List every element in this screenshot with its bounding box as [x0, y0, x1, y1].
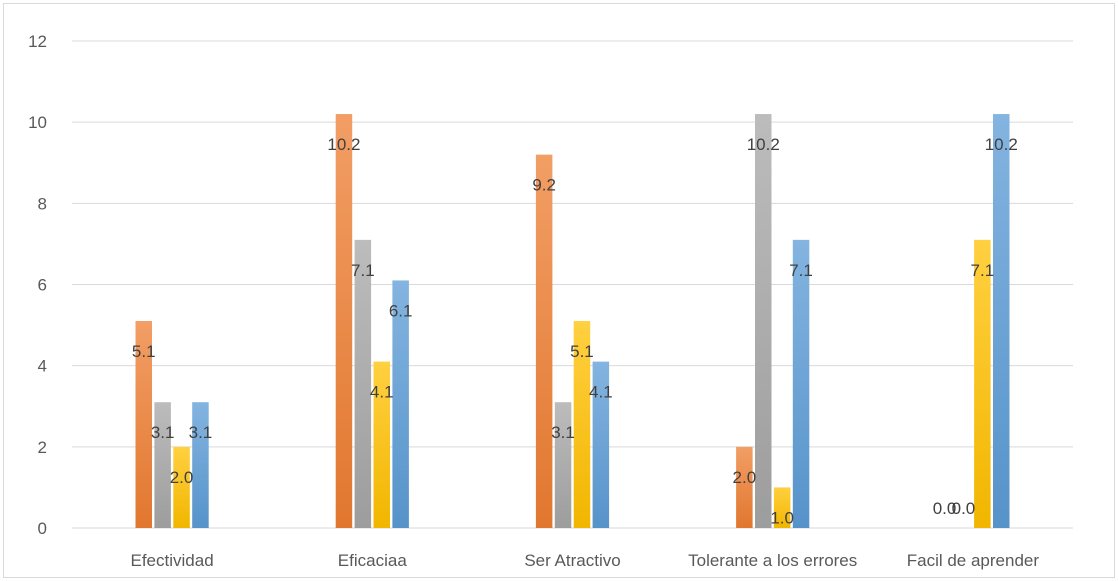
- data-label: 2.0: [170, 468, 194, 487]
- bar: [392, 280, 409, 528]
- x-tick-label: Eficaciaa: [338, 551, 408, 570]
- data-label: 3.1: [189, 423, 213, 442]
- bar: [135, 321, 152, 528]
- bar: [354, 239, 372, 528]
- data-label: 7.1: [789, 261, 813, 280]
- data-label: 4.1: [370, 383, 394, 402]
- bar: [335, 114, 353, 529]
- x-tick-label: Tolerante a los errores: [688, 551, 857, 570]
- data-label: 0.0: [952, 499, 976, 518]
- bar: [736, 446, 753, 528]
- y-tick-label: 12: [28, 32, 47, 51]
- y-tick-label: 4: [38, 357, 47, 376]
- bar: [154, 402, 171, 528]
- x-tick-label: Efectividad: [131, 551, 214, 570]
- x-tick-label: Facil de aprender: [907, 551, 1040, 570]
- bar: [755, 114, 772, 529]
- y-tick-label: 0: [38, 519, 47, 538]
- data-label: 10.2: [985, 135, 1018, 154]
- data-label: 7.1: [351, 261, 375, 280]
- bar: [535, 154, 553, 528]
- data-label: 0.0: [933, 499, 957, 518]
- gridlines: [72, 40, 1073, 529]
- data-labels: 5.1 10.2 9.2 2.0 0.0 3.1 7.1 3.1 10.2 0.0 2.0 4.1 5.…: [132, 135, 1018, 527]
- data-label: 10.2: [327, 135, 360, 154]
- data-label: 10.2: [747, 135, 780, 154]
- data-label: 4.1: [589, 383, 613, 402]
- bar: [554, 402, 572, 528]
- x-axis-ticks: Efectividad Eficaciaa Ser Atractivo Toleran…: [131, 551, 1040, 570]
- y-tick-label: 2: [38, 438, 47, 457]
- data-label: 3.1: [151, 423, 175, 442]
- y-tick-label: 6: [38, 276, 47, 295]
- data-label: 3.1: [551, 423, 575, 442]
- bar: [192, 402, 209, 528]
- data-label: 2.0: [733, 468, 757, 487]
- y-axis-ticks: 0 2 4 6 8 10 12: [28, 32, 47, 538]
- bar: [974, 239, 991, 528]
- data-label: 6.1: [389, 301, 413, 320]
- data-label: 5.1: [132, 342, 156, 361]
- data-label: 7.1: [971, 261, 995, 280]
- bar: [373, 361, 390, 528]
- data-label: 9.2: [532, 176, 556, 195]
- data-label: 5.1: [570, 342, 594, 361]
- bars: [135, 114, 1010, 529]
- y-tick-label: 8: [38, 194, 47, 213]
- bar: [592, 361, 610, 528]
- data-label: 1.0: [770, 508, 794, 527]
- bar: [573, 321, 591, 528]
- bar: [173, 446, 190, 528]
- bar: [993, 114, 1010, 529]
- bar: [792, 239, 810, 528]
- bar: [773, 487, 791, 528]
- y-tick-label: 10: [28, 113, 47, 132]
- x-tick-label: Ser Atractivo: [524, 551, 620, 570]
